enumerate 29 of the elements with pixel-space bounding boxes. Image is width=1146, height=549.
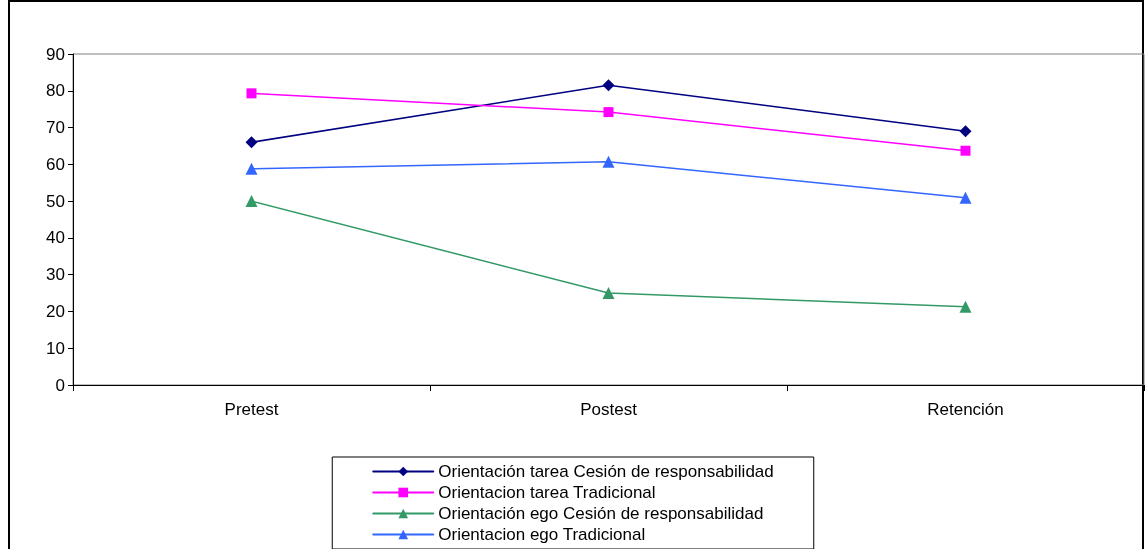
y-tick-label: 60	[46, 154, 65, 174]
point	[245, 136, 258, 149]
y-tick-label: 30	[46, 265, 65, 285]
point	[602, 155, 615, 168]
legend-label: Orientacion tarea Tradicional	[438, 483, 656, 502]
y-tick-label: 40	[46, 228, 65, 248]
legend-label: Orientación tarea Cesión de responsabilidad	[438, 462, 774, 481]
point	[245, 162, 258, 175]
point	[245, 195, 258, 208]
point	[959, 191, 972, 204]
y-tick-label: 90	[46, 44, 65, 64]
x-tick-label: Retención	[927, 400, 1004, 419]
point	[960, 145, 971, 156]
y-tick-label: 70	[46, 118, 65, 138]
point	[246, 88, 257, 99]
point	[602, 79, 615, 92]
y-tick-label: 50	[46, 191, 65, 211]
x-tick-label: Pretest	[224, 400, 279, 419]
point	[603, 107, 614, 118]
legend-label: Orientación ego Cesión de responsabilidad	[438, 504, 764, 523]
y-tick-label: 0	[55, 375, 65, 395]
point	[959, 300, 972, 313]
y-tick-label: 80	[46, 81, 65, 101]
legend-label: Orientacion ego Tradicional	[438, 525, 646, 544]
point	[602, 287, 615, 300]
y-tick-label: 10	[46, 338, 65, 358]
x-tick-label: Postest	[580, 400, 638, 419]
point	[959, 125, 972, 138]
y-tick-label: 20	[46, 301, 65, 321]
